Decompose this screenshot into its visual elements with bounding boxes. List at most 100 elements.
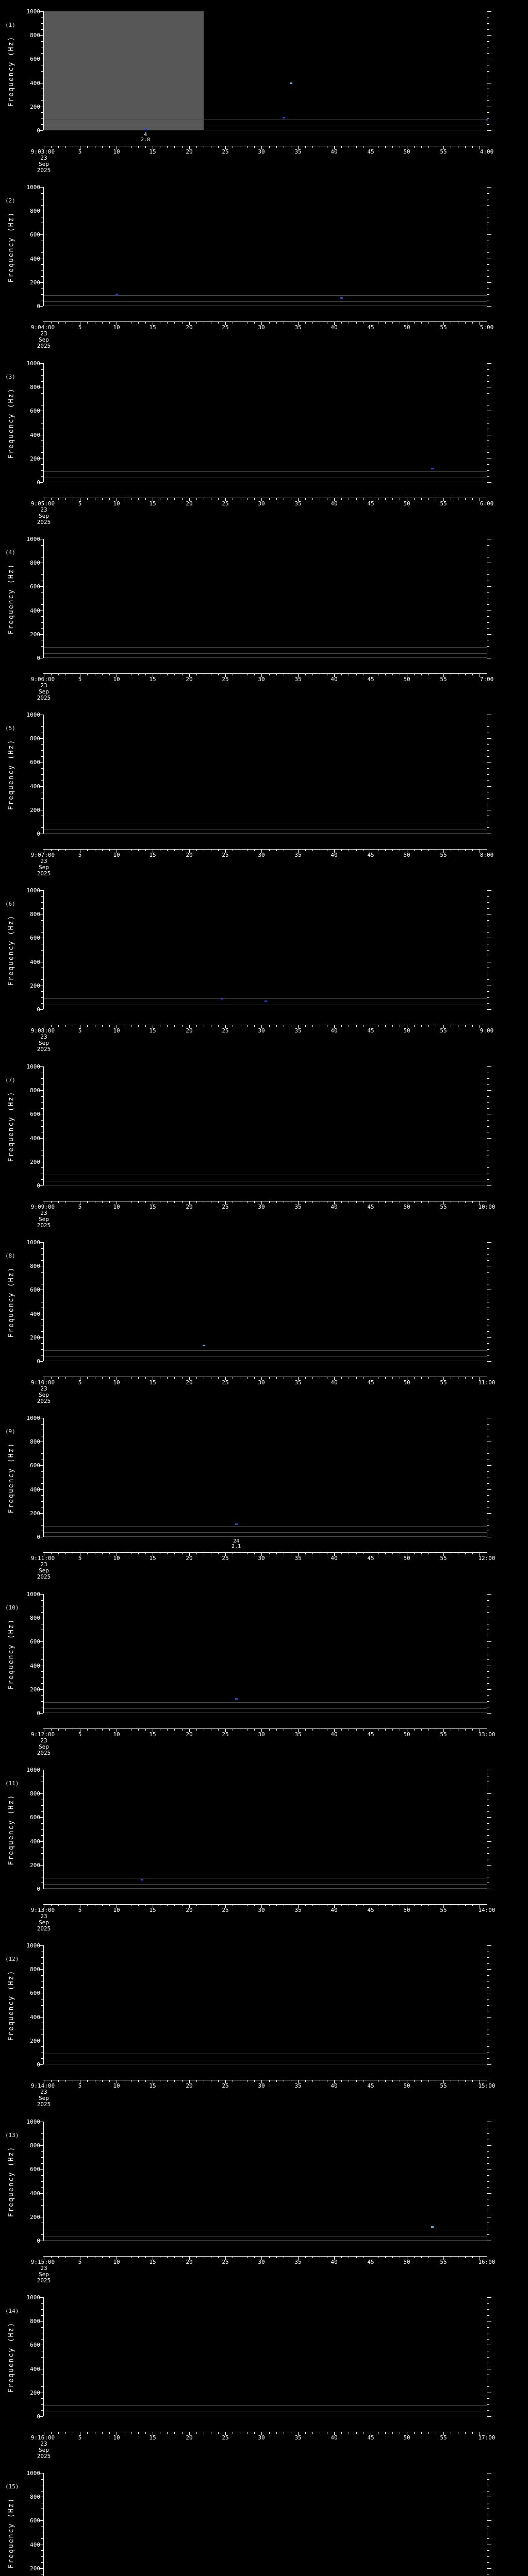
x-tick [225, 674, 226, 677]
y-tick [487, 1793, 491, 1794]
y-axis-line-left [43, 1066, 44, 1185]
y-tick [487, 1594, 491, 1595]
y-tick-label: 600 [30, 759, 40, 766]
x-tick [65, 2080, 66, 2082]
x-tick [218, 146, 219, 148]
x-tick [298, 674, 299, 677]
panel-index-label: (2) [5, 197, 15, 204]
x-tick-label: 10 [113, 1731, 120, 1738]
y-tick-label: 600 [30, 1462, 40, 1469]
date-line: 2025 [37, 167, 51, 174]
y-tick-label: 400 [30, 1838, 40, 1845]
date-line: Sep [39, 2271, 49, 2278]
y-tick [39, 282, 43, 283]
x-tick [334, 2080, 335, 2083]
x-tick [225, 2257, 226, 2260]
y-tick [487, 1009, 491, 1010]
spectrogram-panel-10: (10) Frequency (Hz) 0 200 400 600 800 1000 5 10 15… [0, 1583, 528, 1759]
y-tick [487, 586, 491, 587]
x-tick [51, 1729, 52, 1731]
x-tick-label: 20 [186, 1555, 193, 1562]
x-tick-label: 25 [222, 1379, 229, 1386]
y-tick [487, 1254, 489, 1255]
x-tick [87, 1025, 88, 1027]
date-line: Sep [39, 513, 49, 519]
x-tick [109, 2257, 110, 2258]
x-tick [167, 1025, 168, 1027]
y-tick [41, 1331, 43, 1332]
x-tick [298, 1553, 299, 1556]
x-tick-label: 20 [186, 2259, 193, 2265]
x-tick [414, 850, 415, 851]
panel-index-label: (11) [5, 1780, 19, 1787]
date-line: Sep [39, 1567, 49, 1574]
y-tick [39, 1641, 43, 1642]
x-tick [298, 2080, 299, 2083]
x-tick [334, 2257, 335, 2260]
x-tick [102, 1905, 103, 1906]
y-axis-line-left [43, 715, 44, 834]
x-tick [305, 2432, 306, 2434]
x-tick [385, 1905, 386, 1906]
grid-line-90hz [44, 2405, 487, 2406]
x-tick [102, 674, 103, 675]
plot-area [44, 2122, 487, 2241]
y-tick-label: 0 [37, 479, 40, 486]
x-tick [261, 1377, 262, 1380]
y-tick [487, 306, 491, 307]
y-tick-label: 400 [30, 1311, 40, 1317]
panel-index-label: (13) [5, 2132, 19, 2139]
y-tick-label: 800 [30, 560, 40, 566]
y-tick [41, 1957, 43, 1958]
x-tick [385, 146, 386, 148]
y-tick [487, 1424, 489, 1425]
x-tick [167, 1729, 168, 1731]
x-tick-label: 30 [258, 500, 265, 507]
y-tick [41, 545, 43, 546]
x-tick-label: 25 [222, 2434, 229, 2441]
x-tick [334, 1201, 335, 1205]
x-tick [87, 2080, 88, 2082]
x-tick [305, 498, 306, 500]
x-tick-label: 15 [149, 676, 156, 683]
y-tick [487, 1513, 491, 1514]
y-tick [41, 1987, 43, 1988]
x-tick-label: 10 [113, 1555, 120, 1562]
y-tick [487, 2187, 489, 2188]
x-tick-label: 55 [440, 2082, 447, 2089]
x-tick [356, 1729, 357, 1731]
x-tick [392, 146, 393, 148]
y-tick [39, 11, 43, 12]
x-tick [87, 1553, 88, 1554]
y-tick [41, 470, 43, 471]
y-tick [487, 2058, 489, 2059]
x-tick [225, 1377, 226, 1380]
x-tick [218, 498, 219, 500]
date-line: 2025 [37, 1222, 51, 1229]
y-tick [41, 2058, 43, 2059]
y-tick-label: 800 [30, 2142, 40, 2149]
x-tick [392, 674, 393, 675]
x-tick [87, 146, 88, 148]
x-tick-label: 5 [78, 1379, 82, 1386]
y-tick [41, 1483, 43, 1484]
x-tick [414, 1905, 415, 1906]
y-tick [487, 1102, 489, 1103]
y-tick [487, 622, 489, 623]
x-tick-label: 45 [367, 676, 374, 683]
grid-line-40hz [44, 1708, 487, 1709]
y-tick [487, 1641, 491, 1642]
end-time-label: 16:00 [478, 2259, 496, 2265]
x-tick [356, 850, 357, 851]
x-tick-label: 20 [186, 1731, 193, 1738]
x-tick [261, 146, 262, 149]
y-tick [41, 1254, 43, 1255]
end-time-label: 13:00 [478, 1731, 496, 1738]
x-tick [51, 2080, 52, 2082]
x-tick [189, 674, 190, 677]
y-tick [41, 2491, 43, 2492]
y-tick [487, 53, 489, 54]
y-tick [41, 1102, 43, 1103]
y-tick [41, 2386, 43, 2387]
x-tick-label: 35 [294, 148, 302, 155]
